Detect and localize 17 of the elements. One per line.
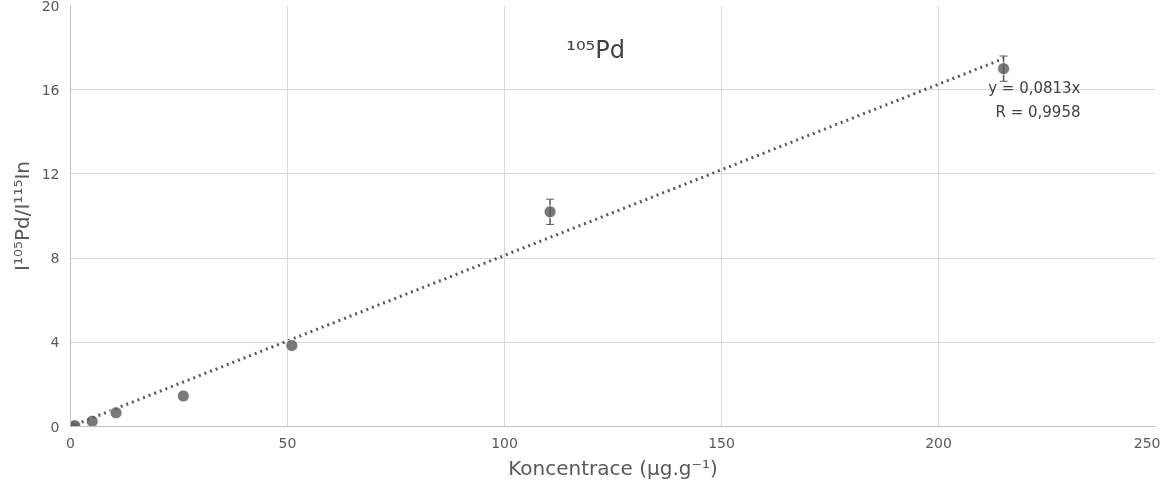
y-axis-title: I¹⁰⁵Pd/I¹¹⁵In <box>9 161 34 271</box>
x-tick-label: 50 <box>278 434 297 451</box>
x-tick-label: 150 <box>708 434 735 451</box>
y-tick-label: 0 <box>50 418 60 435</box>
x-tick-label: 0 <box>66 434 75 451</box>
y-tick-label: 4 <box>50 334 60 351</box>
annotation: y = 0,0813x <box>988 78 1081 97</box>
y-tick-label: 8 <box>50 250 60 267</box>
x-tick-label: 250 <box>1133 434 1161 451</box>
x-tick-label: 100 <box>491 434 518 451</box>
y-tick-label: 16 <box>41 81 60 98</box>
y-tick-label: 20 <box>41 0 60 14</box>
annotation: R = 0,9958 <box>995 102 1081 121</box>
x-axis-title: Koncentrace (µg.g⁻¹) <box>508 455 718 480</box>
x-tick-label: 200 <box>925 434 952 451</box>
y-tick-label: 12 <box>41 165 60 182</box>
text: ¹⁰⁵Pd <box>566 36 625 65</box>
